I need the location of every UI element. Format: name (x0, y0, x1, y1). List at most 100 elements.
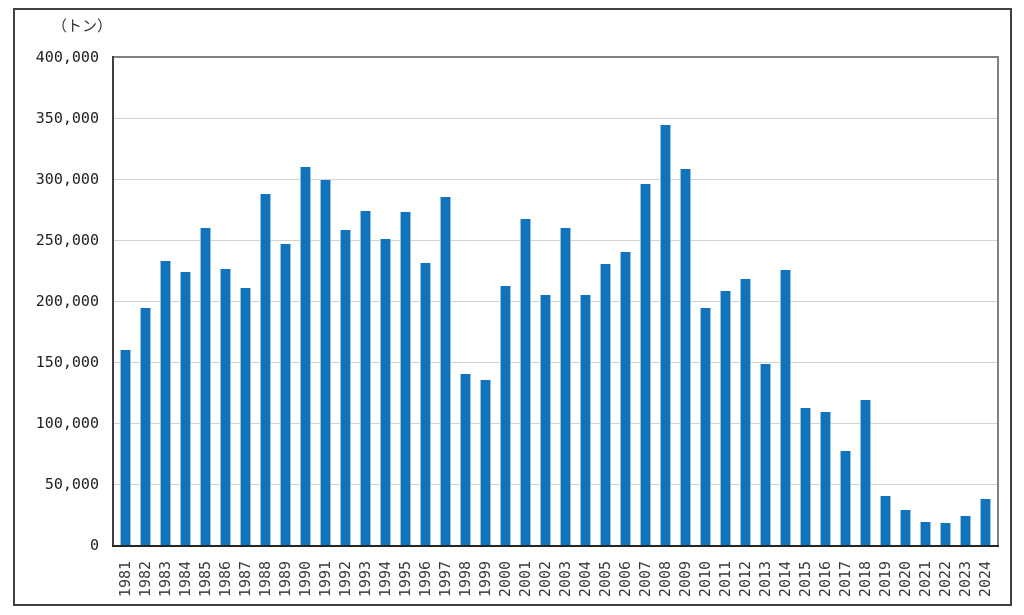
x-tick-label-1983: 1983 (156, 560, 174, 598)
bar-2014 (779, 270, 791, 545)
y-axis-unit-label: （トン） (51, 17, 112, 35)
bar-2023 (959, 516, 971, 545)
x-tick-label-2010: 2010 (696, 560, 714, 598)
bar-2000 (499, 286, 511, 545)
x-tick-label-1999: 1999 (476, 560, 494, 598)
x-tick-label-2014: 2014 (776, 560, 794, 598)
x-tick-label-1995: 1995 (396, 560, 414, 598)
bar-1996 (419, 263, 431, 545)
bar-2002 (539, 295, 551, 545)
y-tick-label: 300,000 (35, 170, 99, 188)
x-tick-label-1987: 1987 (236, 560, 254, 598)
chart-outer-frame (13, 8, 1012, 606)
x-tick-label-2013: 2013 (756, 560, 774, 598)
x-tick-label-2021: 2021 (916, 560, 934, 598)
x-tick-label-2012: 2012 (736, 560, 754, 598)
x-tick-label-1985: 1985 (196, 560, 214, 598)
x-tick-label-1984: 1984 (176, 560, 194, 598)
gridline (114, 179, 998, 180)
bar-2004 (579, 295, 591, 545)
gridline (114, 301, 998, 302)
x-tick-label-2018: 2018 (856, 560, 874, 598)
y-tick-label: 100,000 (35, 414, 99, 432)
bar-2007 (639, 184, 651, 545)
gridline (114, 118, 998, 119)
x-tick-label-2015: 2015 (796, 560, 814, 598)
y-tick-label: 0 (89, 536, 99, 554)
bar-2008 (659, 125, 671, 545)
gridline (114, 484, 998, 485)
bar-2013 (759, 364, 771, 545)
bar-1992 (339, 230, 351, 545)
bar-1999 (479, 380, 491, 545)
plot-border-top (114, 56, 999, 58)
x-axis-line (112, 545, 999, 547)
bar-2009 (679, 169, 691, 545)
x-tick-label-1996: 1996 (416, 560, 434, 598)
x-tick-label-2002: 2002 (536, 560, 554, 598)
x-tick-label-1986: 1986 (216, 560, 234, 598)
bar-2019 (879, 496, 891, 545)
x-tick-label-2000: 2000 (496, 560, 514, 598)
bar-1987 (239, 288, 251, 545)
y-tick-label: 250,000 (35, 231, 99, 249)
y-tick-label: 350,000 (35, 109, 99, 127)
x-tick-label-2024: 2024 (976, 560, 994, 598)
x-tick-label-1991: 1991 (316, 560, 334, 598)
bar-2010 (699, 308, 711, 545)
bar-1995 (399, 212, 411, 545)
bar-1981 (119, 350, 131, 545)
x-tick-label-2022: 2022 (936, 560, 954, 598)
x-tick-label-2008: 2008 (656, 560, 674, 598)
plot-border-right (997, 57, 999, 546)
bar-2003 (559, 228, 571, 545)
x-tick-label-1993: 1993 (356, 560, 374, 598)
y-tick-label: 50,000 (44, 475, 99, 493)
bar-1997 (439, 197, 451, 545)
bar-1986 (219, 269, 231, 545)
gridline (114, 423, 998, 424)
bar-2018 (859, 400, 871, 545)
bar-2020 (899, 510, 911, 545)
x-tick-label-2003: 2003 (556, 560, 574, 598)
x-tick-label-2011: 2011 (716, 560, 734, 598)
x-tick-label-1982: 1982 (136, 560, 154, 598)
bar-1990 (299, 167, 311, 545)
bar-1998 (459, 374, 471, 545)
bar-2021 (919, 522, 931, 545)
x-tick-label-2001: 2001 (516, 560, 534, 598)
x-tick-label-2006: 2006 (616, 560, 634, 598)
bar-2022 (939, 523, 951, 545)
bar-2024 (979, 499, 991, 545)
x-tick-label-1988: 1988 (256, 560, 274, 598)
gridline (114, 240, 998, 241)
y-tick-label: 200,000 (35, 292, 99, 310)
bar-2011 (719, 291, 731, 545)
bar-1985 (199, 228, 211, 545)
x-tick-label-2004: 2004 (576, 560, 594, 598)
gridline (114, 362, 998, 363)
x-tick-label-2019: 2019 (876, 560, 894, 598)
bar-2017 (839, 451, 851, 545)
bar-1994 (379, 239, 391, 545)
x-tick-label-1992: 1992 (336, 560, 354, 598)
x-tick-label-1997: 1997 (436, 560, 454, 598)
y-tick-label: 150,000 (35, 353, 99, 371)
x-tick-label-2009: 2009 (676, 560, 694, 598)
bar-2001 (519, 219, 531, 545)
x-tick-label-2005: 2005 (596, 560, 614, 598)
y-tick-label: 400,000 (35, 48, 99, 66)
bar-1991 (319, 180, 331, 545)
x-tick-label-2016: 2016 (816, 560, 834, 598)
x-tick-label-1981: 1981 (116, 560, 134, 598)
bar-1988 (259, 194, 271, 545)
bar-1984 (179, 272, 191, 545)
x-tick-label-1990: 1990 (296, 560, 314, 598)
x-tick-label-1998: 1998 (456, 560, 474, 598)
bar-2005 (599, 264, 611, 545)
bar-2016 (819, 412, 831, 545)
bar-2012 (739, 279, 751, 545)
bar-1983 (159, 261, 171, 545)
bar-1982 (139, 308, 151, 545)
